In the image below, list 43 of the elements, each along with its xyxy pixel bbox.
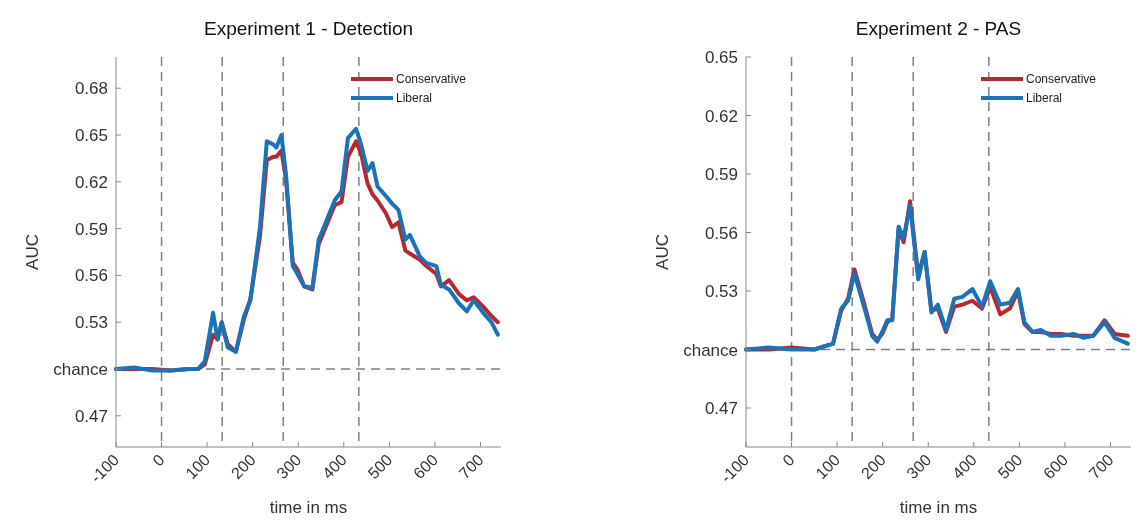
- x-tick-label: -100: [87, 451, 123, 486]
- x-axis-title: time in ms: [899, 498, 978, 517]
- x-tick-label: 100: [812, 451, 844, 482]
- legend-label: Conservative: [396, 72, 467, 86]
- y-tick-label: chance: [53, 360, 108, 379]
- y-tick-label: chance: [683, 340, 738, 360]
- y-tick-label: 0.59: [704, 165, 738, 184]
- x-tick-label: 300: [903, 451, 935, 482]
- x-tick-label: 200: [857, 451, 889, 482]
- chart-title: Experiment 1 - Detection: [203, 18, 414, 39]
- x-tick-label: 100: [182, 451, 214, 482]
- x-tick-label: 600: [410, 451, 442, 482]
- x-tick-label: 0: [149, 451, 168, 470]
- legend-label: Conservative: [1026, 72, 1097, 86]
- y-axis-title: AUC: [653, 234, 672, 270]
- x-tick-label: 600: [1040, 451, 1072, 482]
- x-axis-title: time in ms: [269, 498, 348, 517]
- legend-label: Liberal: [1026, 91, 1063, 105]
- y-tick-label: 0.65: [704, 48, 738, 67]
- y-tick-label: 0.62: [704, 106, 738, 126]
- y-tick-label: 0.47: [704, 399, 738, 418]
- x-tick-label: 400: [319, 451, 350, 482]
- x-tick-label: 500: [994, 451, 1026, 482]
- y-tick-label: 0.53: [74, 313, 108, 333]
- y-tick-label: 0.65: [74, 126, 108, 145]
- y-tick-label: 0.62: [74, 172, 108, 192]
- y-tick-label: 0.47: [74, 406, 108, 426]
- x-tick-label: 300: [273, 451, 305, 482]
- x-tick-label: 400: [949, 451, 980, 482]
- y-tick-label: 0.56: [704, 223, 738, 243]
- x-tick-label: 700: [1085, 451, 1117, 482]
- x-tick-label: 0: [779, 451, 798, 470]
- x-tick-label: -100: [717, 451, 753, 486]
- y-axis-title: AUC: [23, 234, 42, 270]
- legend-label: Liberal: [396, 91, 433, 105]
- y-tick-label: 0.56: [74, 266, 108, 286]
- y-tick-label: 0.68: [74, 79, 108, 99]
- y-tick-label: 0.59: [74, 219, 108, 239]
- x-tick-label: 500: [364, 451, 396, 482]
- chart-title: Experiment 2 - PAS: [855, 18, 1022, 39]
- x-tick-label: 200: [227, 451, 259, 482]
- x-tick-label: 700: [455, 451, 487, 482]
- y-tick-label: 0.53: [704, 282, 738, 301]
